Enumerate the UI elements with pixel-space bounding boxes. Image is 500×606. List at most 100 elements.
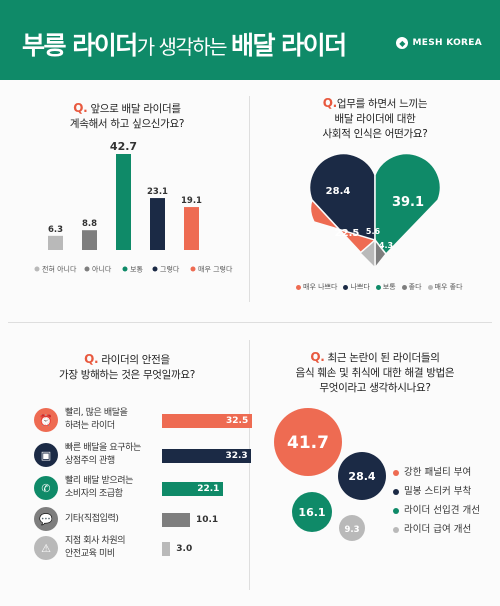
q2-line-2: 배달 라이더에 대한 [334, 113, 416, 125]
alarm-clock-icon: ⏰ [34, 408, 58, 432]
title-light-part: 가 생각하는 [136, 35, 231, 59]
q2-legend-item: 좋다 [401, 282, 422, 292]
title-bold-part-1: 부릉 라이더 [22, 31, 138, 60]
q3-bar-label: 빨리, 많은 배달을 하려는 라이더 [65, 407, 155, 433]
q1-legend-dot [34, 266, 40, 272]
title-bold-part-2: 배달 라이더 [230, 31, 347, 60]
q3-bar-label-line: 빨리, 많은 배달을 [65, 408, 128, 418]
q1-bar-chart: 6.3 8.8 42.7 23.1 19.1 전혀 아니다 아니다 보통 그렇다 매우 그렇다 [34, 140, 233, 274]
q3-bar [162, 482, 224, 496]
q3-bar-label-line: 빨리 배달 받으려는 [65, 476, 133, 486]
phone-call-icon: ✆ [34, 476, 58, 500]
q2-legend-label: 매우 좋다 [434, 283, 463, 291]
q4-line-2: 음식 훼손 및 취식에 대한 해결 방법은 [295, 367, 455, 379]
q1-legend-label: 아니다 [92, 265, 112, 274]
divider-bottom [249, 340, 250, 590]
q4-bubble [339, 515, 365, 541]
q3-bar-label-line: 지점 회사 차원의 [65, 536, 126, 546]
q1-line-1: 앞으로 배달 라이더를 [87, 103, 181, 115]
q2-legend-item: 매우 나쁘다 [296, 282, 337, 292]
q3-line-2: 가장 방해하는 것은 무엇일까요? [58, 369, 196, 381]
divider-top [249, 96, 250, 302]
q2-slice [374, 152, 442, 256]
q3-bar-row: ⚠ 지점 회사 차원의 안전교육 미비 3.0 [34, 533, 244, 567]
q3-bar-label: 빨리 배달 받으려는 소비자의 조급함 [65, 475, 155, 501]
q3-bar-value: 10.1 [195, 515, 219, 525]
q2-legend-label: 보통 [382, 283, 396, 291]
q1-bar-value: 6.3 [48, 225, 63, 235]
q4-q-mark: Q. [310, 350, 325, 364]
q4-legend-dot [393, 488, 399, 495]
q3-bar-label-line: 기타(직접입력) [65, 514, 119, 524]
q1-q-mark: Q. [73, 101, 88, 115]
q2-line-1: 업무를 하면서 느끼는 [336, 98, 428, 110]
q4-line-1: 최근 논란이 된 라이더들의 [324, 352, 440, 364]
q2-legend-dot [343, 284, 349, 290]
q2-slice [309, 198, 376, 270]
q1-bar [184, 207, 199, 250]
mesh-korea-logo-icon: ◆ [396, 37, 409, 49]
q2-slice-value: 39.1 [392, 195, 424, 210]
q3-bar [162, 542, 171, 556]
q2-slice-value: 22.5 [335, 228, 360, 239]
q2-legend-item: 나쁘다 [343, 282, 370, 292]
q4-bubble [338, 452, 386, 500]
q1-legend-dot [84, 266, 90, 272]
q2-legend-label: 좋다 [408, 283, 422, 291]
q2-legend-dot [427, 284, 433, 290]
q2-legend-dot [296, 284, 301, 290]
q4-bubble [274, 408, 342, 476]
q2-line-3: 사회적 인식은 어떤가요? [322, 128, 428, 140]
q3-question: Q. 라이더의 안전을 가장 방해하는 것은 무엇일까요? [14, 352, 240, 383]
q3-q-mark: Q. [84, 352, 99, 366]
q1-bar-value: 42.7 [110, 140, 137, 153]
q4-line-3: 무엇이라고 생각하시나요? [319, 382, 431, 394]
q2-slice-value: 4.3 [379, 241, 393, 250]
q2-legend-item: 보통 [375, 282, 396, 292]
warning-icon: ⚠ [34, 536, 58, 560]
q3-bar-label-line: 상점주의 관행 [65, 456, 115, 466]
q4-legend-label: 강한 패널티 부여 [404, 467, 472, 478]
q2-slice-value: 28.4 [326, 186, 351, 197]
q1-bar [48, 235, 63, 250]
q1-legend-label: 그렇다 [160, 265, 180, 274]
q3-bar-label-line: 빠른 배달을 요구하는 [65, 443, 141, 453]
page-title: 부릉 라이더가 생각하는 배달 라이더 [22, 26, 347, 62]
q1-bar-value: 8.8 [82, 219, 97, 229]
speech-bubble-icon: 💬 [34, 507, 58, 531]
q2-legend: 매우 나쁘다 나쁘다 보통 좋다 매우 좋다 [296, 282, 463, 292]
q4-bubble-chart: 41.7 28.4 16.1 9.3 [274, 408, 386, 541]
q2-legend-label: 매우 나쁘다 [303, 283, 338, 291]
q2-legend-label: 나쁘다 [350, 283, 370, 291]
q4-legend-dot [393, 469, 399, 476]
q1-legend-dot [122, 266, 128, 272]
q1-bar [116, 154, 131, 250]
q1-legend-dot [152, 266, 158, 272]
brand: ◆ MESH KOREA [396, 37, 482, 49]
q1-bar-value: 19.1 [181, 196, 202, 206]
q4-legend-item: 강한 패널티 부여 [393, 463, 480, 482]
store-icon: ▣ [34, 443, 58, 467]
q3-bar [162, 513, 190, 527]
q4-legend-label: 라이더 급여 개선 [404, 524, 472, 535]
q2-legend-dot [401, 284, 407, 290]
divider-middle [8, 322, 492, 323]
q2-heart-chart: 22.5 28.4 39.1 4.3 5.6 [308, 152, 442, 271]
q2-q-mark: Q. [322, 96, 337, 110]
q3-bar [162, 414, 252, 428]
q4-legend-dot [393, 507, 399, 514]
q4-legend-item: 라이더 선입견 개선 [393, 501, 480, 520]
q4-bubble [292, 492, 332, 532]
q3-bar-label-line: 안전교육 미비 [65, 549, 115, 559]
q1-question: Q. 앞으로 배달 라이더를 계속해서 하고 싶으신가요? [14, 101, 240, 132]
q4-legend: 강한 패널티 부여 밀봉 스티커 부착 라이더 선입견 개선 라이더 급여 개선 [393, 463, 480, 539]
q3-line-1: 라이더의 안전을 [98, 354, 170, 366]
q2-slice-value: 5.6 [366, 227, 381, 236]
q3-bar [162, 449, 252, 463]
q1-bar [82, 230, 97, 250]
q3-bar-value: 32.3 [225, 451, 248, 461]
header-banner: 부릉 라이더가 생각하는 배달 라이더 ◆ MESH KOREA [0, 0, 500, 80]
